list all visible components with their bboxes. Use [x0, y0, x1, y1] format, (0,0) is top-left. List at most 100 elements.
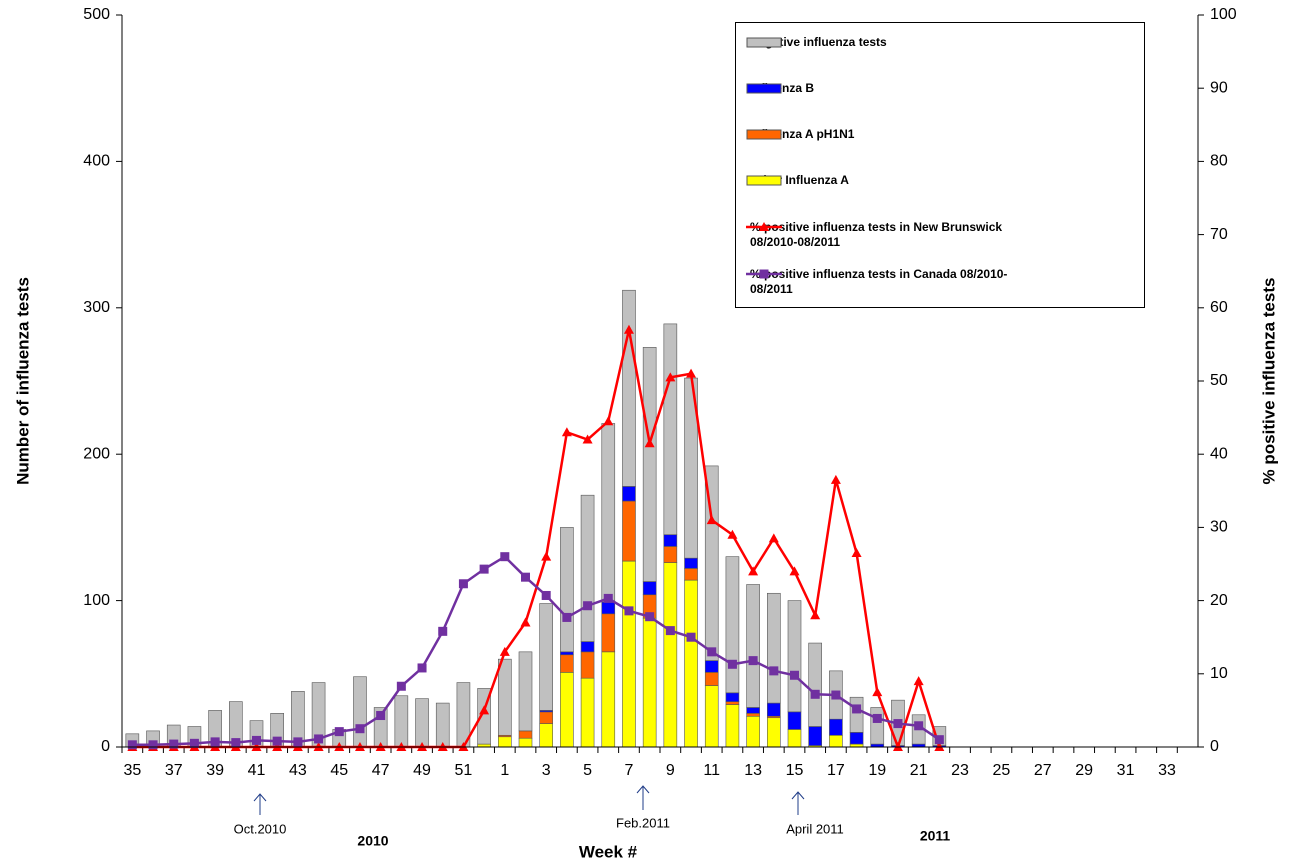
x-tick-label: 9 — [666, 762, 675, 779]
marker — [913, 676, 924, 686]
marker — [748, 656, 758, 666]
bar-segment — [415, 698, 429, 748]
x-tick-label: 7 — [625, 762, 634, 779]
marker — [831, 690, 841, 700]
bar-segment — [870, 707, 885, 745]
x-tick-label: 33 — [1158, 762, 1176, 779]
legend-label: Negative influenza tests — [750, 35, 887, 49]
marker — [665, 372, 676, 382]
marker — [334, 727, 344, 737]
x-tick-label: 27 — [1034, 762, 1052, 779]
bar-segment — [767, 717, 781, 748]
legend-marker — [759, 269, 769, 279]
legend-symbol — [746, 269, 782, 279]
bar-segment — [808, 642, 822, 727]
x-tick-label: 3 — [542, 762, 551, 779]
bar-segment — [601, 423, 616, 603]
marker — [479, 564, 489, 574]
marker — [458, 579, 468, 589]
legend-symbol — [746, 83, 782, 94]
bar-segment — [498, 658, 512, 736]
marker — [314, 734, 324, 744]
marker — [252, 735, 261, 745]
x-tick-label: 29 — [1075, 762, 1093, 779]
legend-swatch — [746, 175, 782, 186]
bar-segment — [746, 715, 760, 748]
bar-segment — [704, 672, 719, 686]
marker — [231, 738, 241, 748]
bar-segment — [725, 701, 740, 705]
marker — [665, 626, 675, 636]
marker — [417, 663, 427, 673]
legend-marker — [759, 222, 769, 231]
marker — [644, 438, 655, 448]
bar-segment — [787, 729, 802, 748]
marker — [768, 533, 779, 543]
x-tick-label: 15 — [786, 762, 804, 779]
x-tick-label: 35 — [123, 762, 141, 779]
marker — [872, 687, 883, 697]
marker — [127, 740, 137, 750]
x-tick-label: 19 — [868, 762, 886, 779]
y-tick-label: 400 — [83, 153, 110, 170]
marker — [438, 626, 448, 636]
legend-item: Influenza B — [746, 81, 1141, 96]
marker — [830, 474, 841, 484]
bar-segment — [622, 560, 636, 748]
x-tick-label: 5 — [583, 762, 592, 779]
marker — [500, 552, 510, 562]
bar-segment — [518, 730, 533, 739]
marker — [851, 548, 862, 558]
legend: Negative influenza tests Influenza B Influ… — [735, 22, 1145, 308]
marker — [727, 659, 737, 669]
marker — [810, 689, 820, 699]
bar-segment — [767, 592, 781, 704]
marker — [914, 721, 924, 731]
x-tick-label: 45 — [330, 762, 348, 779]
line — [132, 555, 941, 747]
arrow — [636, 785, 650, 810]
bar-segment — [601, 651, 616, 748]
x-tick-label: 51 — [455, 762, 473, 779]
arrow — [253, 793, 267, 815]
marker — [396, 681, 406, 691]
bar-segment — [704, 465, 719, 661]
bar-segment — [435, 702, 450, 748]
bar-segment — [539, 711, 553, 724]
marker — [852, 704, 862, 714]
marker — [521, 572, 530, 582]
y2-tick-label: 50 — [1210, 372, 1228, 389]
x-tick-label: 23 — [951, 762, 969, 779]
bar-segment — [684, 579, 698, 748]
y2-tick-label: 100 — [1210, 6, 1237, 23]
y2-tick-label: 60 — [1210, 299, 1228, 316]
y2-tick-label: 20 — [1210, 592, 1228, 609]
marker — [355, 724, 365, 734]
x-tick-label: 11 — [703, 762, 720, 779]
marker — [376, 711, 386, 721]
y-axis-title: Number of influenza tests — [13, 277, 32, 485]
bar-segment — [622, 486, 636, 502]
marker — [582, 434, 593, 444]
bar-segment — [642, 581, 657, 596]
marker — [520, 617, 531, 627]
legend-symbol — [746, 129, 782, 140]
y2-axis-title: % positive influenza tests — [1259, 278, 1278, 485]
bar-segment — [642, 617, 657, 748]
annotation: Feb.2011 — [616, 815, 670, 830]
marker — [603, 593, 613, 603]
marker — [727, 529, 738, 539]
annotations — [253, 785, 805, 815]
bar-segment — [580, 677, 595, 748]
annotation: 2010 — [357, 833, 388, 849]
legend-item: % positive influenza tests in New Brunsw… — [746, 220, 1141, 250]
bar-segment — [518, 651, 533, 732]
legend-symbol — [746, 37, 782, 48]
marker — [810, 610, 821, 620]
bar-segment — [808, 726, 822, 746]
bar-segment — [580, 641, 595, 653]
bar-segment — [684, 557, 698, 569]
bar-segment — [601, 613, 616, 653]
